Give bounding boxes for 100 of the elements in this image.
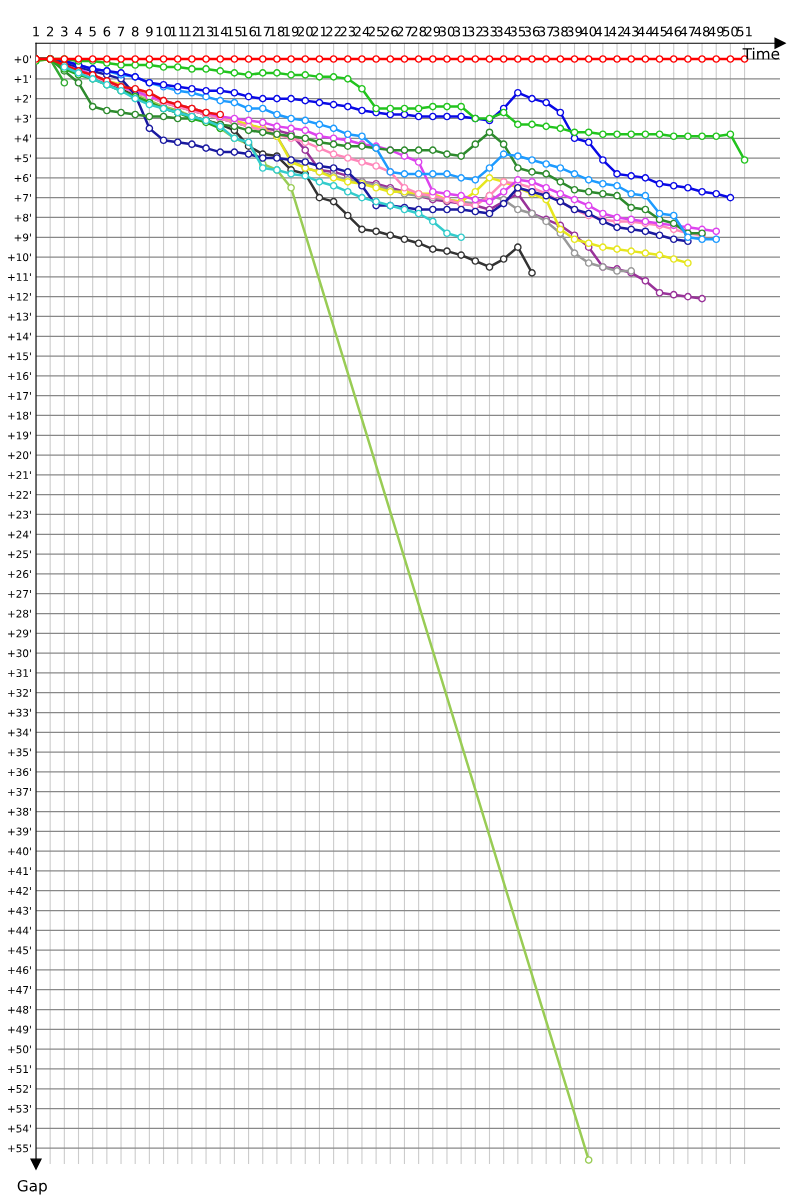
- x-tick-label: 33: [482, 26, 497, 37]
- x-tick-label: 50: [723, 26, 738, 37]
- x-tick-label: 8: [131, 26, 139, 37]
- y-tick-label: +10': [8, 253, 31, 262]
- y-tick-label: +44': [8, 926, 31, 935]
- y-tick-label: +8': [14, 213, 31, 222]
- x-tick-label: 48: [694, 26, 710, 37]
- x-tick-label: 32: [467, 26, 483, 37]
- x-tick-label: 35: [510, 26, 526, 37]
- y-tick-label: +51': [8, 1065, 31, 1074]
- x-tick-label: 7: [117, 26, 125, 37]
- x-tick-label: 20: [297, 26, 313, 37]
- y-tick-label: +42': [8, 886, 31, 895]
- y-tick-label: +1': [14, 75, 31, 83]
- y-tick-label: +11': [8, 273, 31, 281]
- x-tick-label: 10: [156, 26, 172, 37]
- y-tick-label: +12': [8, 292, 31, 301]
- y-tick-label: +25': [8, 550, 31, 559]
- y-tick-label: +54': [8, 1124, 31, 1133]
- x-tick-label: 15: [227, 26, 242, 37]
- y-tick-label: +37': [8, 787, 31, 796]
- y-tick-label: +35': [8, 748, 31, 757]
- y-tick-label: +17': [8, 392, 31, 400]
- x-tick-label: 11: [170, 26, 185, 37]
- x-tick-label: 42: [609, 26, 625, 37]
- y-tick-label: +46': [8, 966, 31, 975]
- x-tick-label: 30: [439, 26, 455, 37]
- x-tick-label: 13: [199, 26, 214, 37]
- x-tick-label: 5: [89, 26, 96, 37]
- x-tick-label: 29: [425, 26, 441, 37]
- y-tick-label: +45': [8, 946, 31, 955]
- y-tick-label: +50': [8, 1045, 31, 1054]
- y-tick-label: +40': [8, 847, 31, 856]
- x-tick-label: 51: [737, 26, 752, 37]
- y-tick-label: +9': [14, 233, 31, 242]
- x-tick-label: 40: [580, 26, 597, 37]
- y-tick-label: +5': [14, 154, 31, 163]
- x-axis-title: Time: [742, 47, 780, 60]
- x-tick-label: 34: [496, 26, 512, 37]
- x-tick-label: 4: [74, 26, 82, 37]
- y-tick-label: +28': [8, 609, 31, 618]
- y-tick-label: +31': [8, 669, 31, 678]
- x-tick-label: 21: [312, 26, 327, 37]
- x-tick-label: 19: [284, 26, 299, 37]
- x-tick-label: 39: [567, 26, 582, 37]
- y-tick-label: +15': [8, 352, 31, 361]
- y-tick-label: +52': [8, 1084, 31, 1093]
- y-tick-label: +24': [8, 530, 31, 539]
- y-tick-label: +38': [8, 807, 31, 816]
- y-tick-label: +55': [8, 1144, 31, 1153]
- y-tick-label: +2': [14, 94, 31, 103]
- y-tick-label: +18': [8, 411, 31, 420]
- y-tick-label: +6': [14, 174, 31, 182]
- x-tick-label: 45: [651, 26, 667, 37]
- x-tick-label: 18: [269, 26, 285, 37]
- y-tick-label: +41': [8, 867, 31, 875]
- x-tick-label: 26: [382, 26, 398, 37]
- x-tick-label: 27: [397, 26, 412, 37]
- x-tick-label: 41: [595, 26, 611, 37]
- x-tick-label: 25: [368, 26, 384, 37]
- x-tick-label: 22: [326, 26, 341, 37]
- x-tick-label: 12: [184, 26, 199, 37]
- y-tick-label: +4': [14, 134, 31, 143]
- x-tick-label: 2: [46, 26, 54, 37]
- y-tick-label: +27': [8, 589, 31, 598]
- y-tick-label: +23': [8, 510, 31, 519]
- x-tick-label: 49: [708, 26, 724, 37]
- y-tick-label: +21': [8, 471, 31, 479]
- y-tick-label: +22': [8, 490, 31, 499]
- x-tick-label: 36: [524, 26, 540, 37]
- x-tick-label: 3: [61, 26, 68, 37]
- y-axis-title: Gap: [17, 1179, 47, 1195]
- x-tick-label: 46: [665, 26, 682, 37]
- x-tick-label: 1: [33, 26, 39, 37]
- y-tick-label: +7': [14, 194, 31, 202]
- y-tick-label: +13': [8, 312, 31, 321]
- x-tick-label: 43: [623, 26, 639, 37]
- x-tick-label: 17: [255, 26, 271, 37]
- y-tick-label: +48': [8, 1005, 31, 1014]
- x-tick-label: 23: [340, 26, 356, 37]
- x-tick-label: 37: [538, 26, 554, 37]
- y-tick-label: +47': [8, 986, 31, 994]
- y-tick-label: +49': [8, 1025, 31, 1034]
- y-tick-label: +32': [8, 688, 31, 697]
- y-tick-label: +29': [8, 629, 31, 638]
- y-tick-label: +20': [8, 451, 31, 460]
- x-tick-label: 31: [453, 26, 469, 37]
- x-tick-label: 38: [552, 26, 568, 37]
- y-tick-label: +3': [14, 114, 31, 123]
- x-tick-label: 9: [146, 26, 153, 37]
- y-tick-label: +43': [8, 906, 31, 915]
- y-tick-label: +39': [8, 827, 31, 836]
- x-tick-label: 47: [680, 26, 696, 37]
- x-tick-label: 28: [411, 26, 427, 37]
- y-tick-label: +19': [8, 431, 31, 440]
- y-tick-label: +33': [8, 708, 31, 717]
- y-tick-label: +30': [8, 649, 31, 658]
- x-tick-label: 24: [354, 26, 370, 37]
- y-tick-label: +36': [8, 768, 31, 777]
- y-tick-label: +14': [8, 332, 31, 341]
